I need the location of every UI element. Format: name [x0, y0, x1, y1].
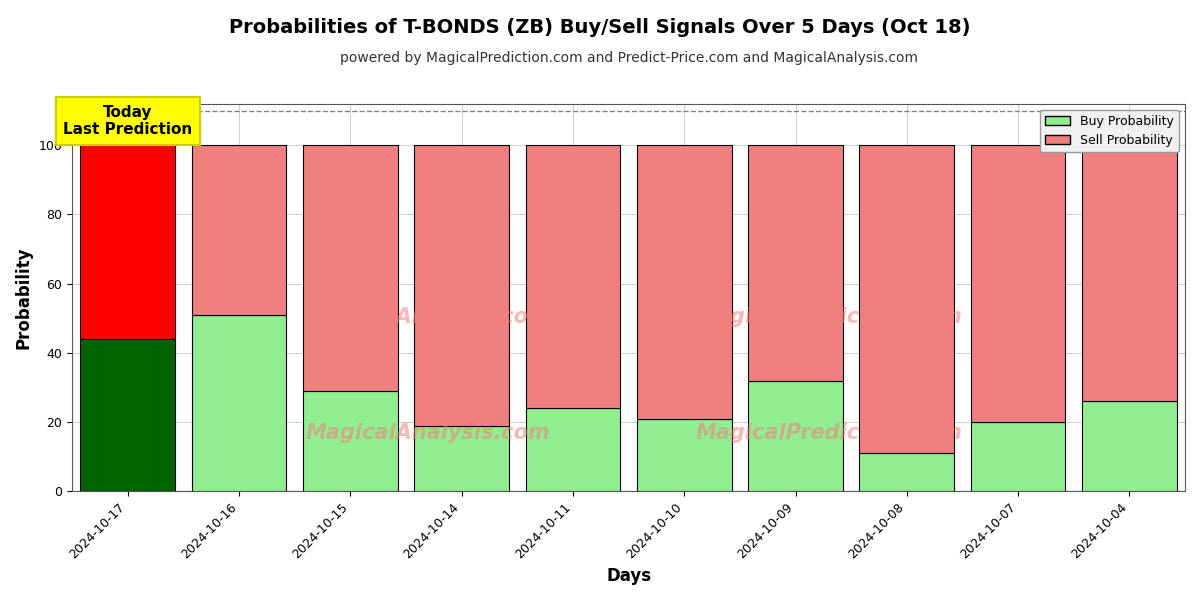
Title: powered by MagicalPrediction.com and Predict-Price.com and MagicalAnalysis.com: powered by MagicalPrediction.com and Pre… — [340, 51, 918, 65]
Text: Probabilities of T-BONDS (ZB) Buy/Sell Signals Over 5 Days (Oct 18): Probabilities of T-BONDS (ZB) Buy/Sell S… — [229, 18, 971, 37]
Text: MagicalAnalysis.com: MagicalAnalysis.com — [306, 423, 551, 443]
Legend: Buy Probability, Sell Probability: Buy Probability, Sell Probability — [1040, 110, 1178, 152]
Bar — [859, 453, 954, 491]
Bar — [80, 339, 175, 491]
Y-axis label: Probability: Probability — [16, 246, 34, 349]
Bar — [971, 145, 1066, 422]
Bar — [526, 408, 620, 491]
Bar — [1082, 145, 1177, 401]
Bar — [859, 145, 954, 453]
Bar — [971, 422, 1066, 491]
Bar — [1082, 401, 1177, 491]
Bar — [192, 145, 287, 315]
Bar — [414, 425, 509, 491]
Text: Today
Last Prediction: Today Last Prediction — [64, 105, 192, 137]
Bar — [526, 145, 620, 408]
Bar — [749, 380, 842, 491]
Text: MagicalAnalysis.com: MagicalAnalysis.com — [306, 307, 551, 327]
Bar — [304, 391, 397, 491]
X-axis label: Days: Days — [606, 567, 652, 585]
Text: MagicalPrediction.com: MagicalPrediction.com — [696, 307, 962, 327]
Bar — [304, 145, 397, 391]
Bar — [192, 315, 287, 491]
Bar — [637, 419, 732, 491]
Text: MagicalPrediction.com: MagicalPrediction.com — [696, 423, 962, 443]
Bar — [637, 145, 732, 419]
Bar — [749, 145, 842, 380]
Bar — [414, 145, 509, 425]
Bar — [80, 145, 175, 339]
